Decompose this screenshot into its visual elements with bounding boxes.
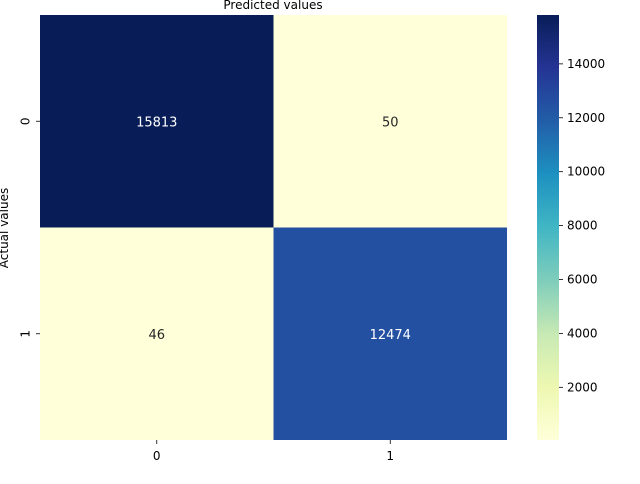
y-tick-label: 1 xyxy=(19,330,33,338)
heatmap-cell-1-1 xyxy=(273,227,507,440)
cell-value-label: 15813 xyxy=(136,115,177,130)
colorbar-tick-label: 6000 xyxy=(567,273,598,287)
x-tick-label: 0 xyxy=(153,449,161,463)
colorbar-tick-label: 2000 xyxy=(567,380,598,394)
y-axis-label: Actual values xyxy=(0,188,11,268)
colorbar-tick-label: 4000 xyxy=(567,326,598,340)
cell-value-label: 12474 xyxy=(370,328,411,343)
y-ticks: 01 xyxy=(19,117,40,338)
colorbar xyxy=(537,15,559,440)
y-tick-label: 0 xyxy=(19,117,33,125)
colorbar-tick-label: 12000 xyxy=(567,111,605,125)
heatmap-cells: 15813 50 46 12474 xyxy=(40,15,507,440)
cell-value-label: 46 xyxy=(148,328,165,343)
cell-value-label: 50 xyxy=(382,115,399,130)
colorbar-tick-label: 10000 xyxy=(567,165,605,179)
x-axis-label: Predicted values xyxy=(223,0,322,12)
heatmap-cell-0-0 xyxy=(40,15,274,228)
heatmap-cell-1-0 xyxy=(40,227,274,440)
heatmap-cell-0-1 xyxy=(273,15,507,228)
colorbar-tick-label: 8000 xyxy=(567,219,598,233)
colorbar-ticks: 2000 4000 6000 8000 10000 12000 14000 xyxy=(559,57,605,394)
x-tick-label: 1 xyxy=(386,449,394,463)
colorbar-tick-label: 14000 xyxy=(567,57,605,71)
